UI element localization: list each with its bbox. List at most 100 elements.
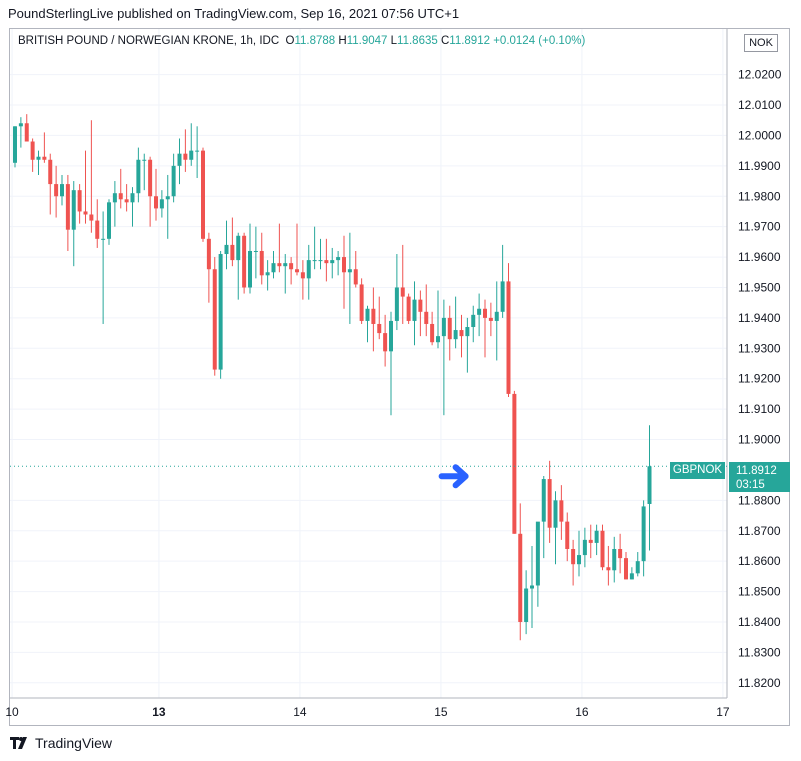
candle-body xyxy=(571,548,576,565)
candle-body xyxy=(436,336,440,343)
candle-body xyxy=(389,320,393,352)
candle-body xyxy=(629,573,634,580)
candle-body xyxy=(230,244,235,261)
time-tick-label: 10 xyxy=(5,705,19,719)
price-tick-label: 11.9300 xyxy=(738,341,781,355)
candle-body xyxy=(101,238,106,240)
footer-brand[interactable]: TradingView xyxy=(10,735,112,751)
candle-body xyxy=(324,260,329,264)
candle-series xyxy=(13,114,652,641)
currency-badge[interactable]: NOK xyxy=(744,34,778,52)
candle-body xyxy=(165,196,170,200)
time-axis: 10 13 14 15 16 17 xyxy=(5,697,730,719)
candle-body xyxy=(177,153,182,166)
candle-body xyxy=(330,260,335,264)
candle-body xyxy=(89,214,94,221)
legend-open-label: O xyxy=(285,35,295,47)
price-tick-label: 11.8300 xyxy=(738,645,781,659)
arrow-annotation-icon xyxy=(438,464,469,489)
published-info: PoundSterlingLive published on TradingVi… xyxy=(8,6,460,21)
candle-body xyxy=(71,190,76,230)
candle-body xyxy=(447,317,452,340)
candle-body xyxy=(400,287,405,297)
candle-body xyxy=(83,211,88,215)
candle-body xyxy=(359,284,364,321)
candle-body xyxy=(18,123,23,127)
legend-title: BRITISH POUND / NORWEGIAN KRONE, 1h, IDC xyxy=(18,35,280,47)
candle-body xyxy=(647,466,652,504)
candle-body xyxy=(406,296,411,321)
legend-open-value: 11.8788 xyxy=(294,35,336,47)
legend-high-label: H xyxy=(338,35,347,47)
price-tick-label: 11.9800 xyxy=(738,189,781,203)
candle-body xyxy=(535,521,540,586)
legend-low-label: L xyxy=(390,35,398,47)
candle-body xyxy=(95,220,100,239)
symbol-price-label: GBPNOK xyxy=(670,462,725,479)
bar-countdown: 03:15 xyxy=(736,479,765,491)
candle-body xyxy=(124,199,129,203)
price-tick-label: 11.8800 xyxy=(738,493,781,507)
candle-body xyxy=(295,269,299,273)
candle-body xyxy=(477,308,482,315)
candle-body xyxy=(54,184,59,197)
candle-body xyxy=(171,165,176,197)
candle-body xyxy=(342,257,346,273)
price-tick-label: 11.8400 xyxy=(738,615,781,629)
price-tick-label: 11.9500 xyxy=(738,280,781,294)
candle-body xyxy=(465,327,470,337)
candle-body xyxy=(265,272,270,276)
price-tick-label: 12.0000 xyxy=(738,128,782,142)
candle-body xyxy=(430,323,435,343)
chart-frame xyxy=(9,28,790,726)
legend-low-value: 11.8635 xyxy=(397,35,438,47)
candle-body xyxy=(459,330,464,337)
candle-body xyxy=(424,311,429,324)
candle-body xyxy=(553,500,558,528)
candle-body xyxy=(530,585,534,589)
candle-body xyxy=(30,141,35,160)
time-tick-label: 14 xyxy=(293,705,307,719)
candle-body xyxy=(183,153,188,160)
price-tick-label: 11.8500 xyxy=(738,585,781,599)
price-tick-label: 12.0100 xyxy=(738,98,782,112)
candle-body xyxy=(277,263,282,267)
candle-body xyxy=(565,521,570,549)
price-tick-label: 11.9000 xyxy=(738,433,781,447)
candle-body xyxy=(218,254,223,370)
candle-body xyxy=(318,260,323,262)
candle-body xyxy=(201,150,205,239)
candle-body xyxy=(189,150,194,160)
price-axis: 12.0200 12.0100 12.0000 11.9900 11.9800 11.97… xyxy=(726,29,782,698)
candle-body xyxy=(541,479,546,522)
last-price-label: 11.8912 03:15 xyxy=(729,462,790,492)
price-tick-label: 11.9400 xyxy=(738,311,781,325)
candle-body xyxy=(148,159,153,197)
price-tick-label: 11.8700 xyxy=(738,524,781,538)
candle-body xyxy=(142,159,147,161)
candle-body xyxy=(383,333,388,352)
candle-body xyxy=(353,269,358,285)
tradingview-logo-icon xyxy=(10,737,27,749)
candle-body xyxy=(112,193,117,203)
price-tick-label: 11.8600 xyxy=(738,554,781,568)
last-price-value: 11.8912 xyxy=(736,465,777,477)
candle-body xyxy=(42,156,47,160)
time-tick-label: 13 xyxy=(152,705,166,719)
candle-body xyxy=(289,263,294,270)
time-tick-label: 16 xyxy=(575,705,589,719)
time-tick-label: 15 xyxy=(434,705,448,719)
candle-body xyxy=(377,323,382,334)
candle-body xyxy=(618,548,623,559)
candle-body xyxy=(365,308,370,321)
candle-body xyxy=(242,235,247,288)
candle-body xyxy=(394,287,399,321)
candle-body xyxy=(600,530,605,568)
candle-body xyxy=(559,500,564,522)
grid-lines xyxy=(10,29,727,698)
candle-body xyxy=(248,250,252,288)
candle-body xyxy=(224,244,229,255)
candle-body xyxy=(159,199,164,209)
candle-body xyxy=(606,567,611,571)
